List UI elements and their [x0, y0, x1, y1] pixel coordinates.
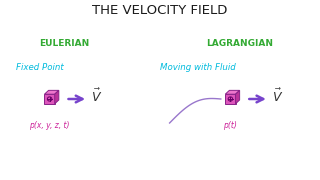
- Text: LAGRANGIAN: LAGRANGIAN: [206, 39, 274, 48]
- Text: $\vec{V}$: $\vec{V}$: [91, 88, 102, 105]
- Text: Fixed Point: Fixed Point: [16, 63, 64, 72]
- Polygon shape: [225, 90, 240, 94]
- Text: THE VELOCITY FIELD: THE VELOCITY FIELD: [92, 4, 228, 17]
- Polygon shape: [55, 90, 59, 104]
- Text: Moving with Fluid: Moving with Fluid: [160, 63, 236, 72]
- Polygon shape: [44, 94, 55, 104]
- Text: p(x, y, z, t): p(x, y, z, t): [29, 122, 70, 130]
- Text: EULERIAN: EULERIAN: [39, 39, 89, 48]
- Text: $\vec{V}$: $\vec{V}$: [272, 88, 283, 105]
- Text: p(t): p(t): [223, 122, 237, 130]
- Polygon shape: [225, 94, 236, 104]
- Polygon shape: [44, 90, 59, 94]
- Polygon shape: [236, 90, 240, 104]
